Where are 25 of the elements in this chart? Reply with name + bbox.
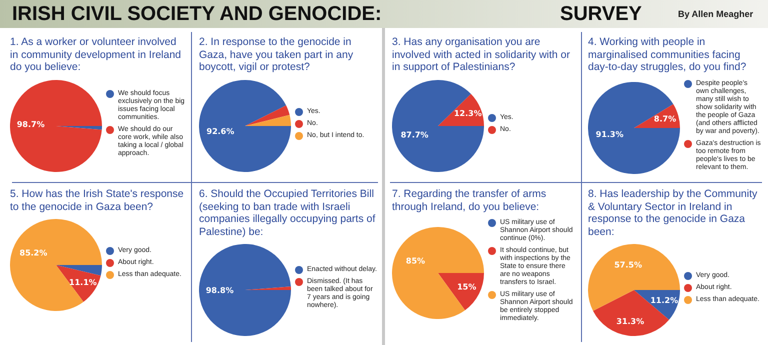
data-label: 92.6%	[206, 126, 234, 136]
data-label: 31.3%	[616, 317, 644, 326]
chart-title: 1. As a worker or volunteer involved in community development in Ireland do you believe:	[10, 36, 182, 74]
text: By Allen Meagher	[678, 9, 754, 19]
data-label: 11.2%	[650, 296, 678, 306]
data-label: 85%	[406, 256, 426, 266]
data-label: 85.2%	[20, 248, 48, 258]
chart-title: 5. How has the Irish State's response to the genocide in Gaza been?	[10, 188, 185, 213]
data-label: 11.1%	[69, 278, 97, 287]
data-label: 8.7%	[654, 114, 676, 123]
data-label: 87.7%	[400, 130, 428, 140]
data-label: 91.3%	[596, 129, 624, 138]
data-label: 15%	[457, 282, 476, 292]
chart-title: 2. In response to the genocide in Gaza, have you taken part in any boycott, vigil or protest?	[199, 36, 354, 74]
data-label: 98.8%	[206, 286, 234, 296]
chart-title: 4. Working with people in marginalised communities facing day-to-day struggles, do you find?	[588, 36, 748, 74]
chart-title: 7. Regarding the transfer of arms through Ireland, do you believe:	[392, 188, 548, 213]
data-label: 57.5%	[614, 260, 642, 270]
text: SURVEY	[560, 3, 642, 26]
data-label: 12.3%	[454, 108, 482, 118]
chart-title: 3. Has any organisation you are involved with acted in solidarity with or in support of Palestinians?	[392, 36, 571, 74]
data-label: 98.7%	[16, 120, 45, 129]
chart-title: 8. Has leadership by the Community & Voluntary Sector in Ireland in response to the genocide in Gaza been:	[588, 188, 758, 238]
chart-title: 6. Should the Occupied Territories Bill (seeking to ban trade with Israeli companies illegally occupying parts of Palestine) be:	[199, 188, 376, 238]
text: IRISH CIVIL SOCIETY AND GENOCIDE:	[12, 3, 382, 26]
